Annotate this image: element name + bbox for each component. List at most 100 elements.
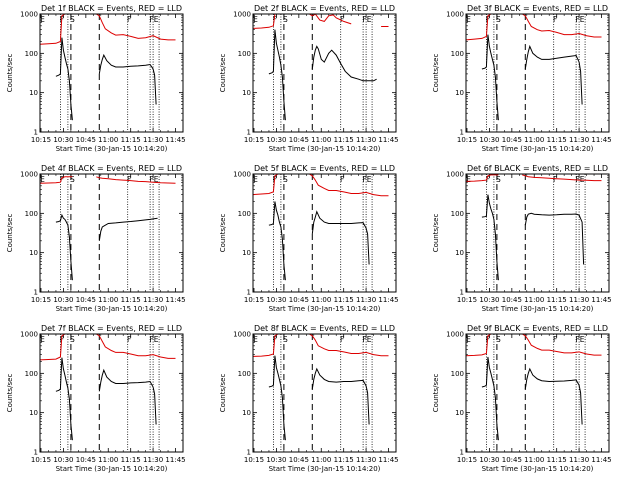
panel-det-2: Det 2f BLACK = Events, RED = LLD Counts/s… [219,4,399,153]
y-tick-label: 100 [451,210,464,218]
flag-label-F: F [575,335,579,344]
flag-label-F: F [340,335,344,344]
events-series-line [311,367,370,425]
panel-title: Det 9f BLACK = Events, RED = LLD [467,324,608,333]
y-tick-label: 100 [238,50,251,58]
x-tick-label: 10:30 [266,456,286,464]
x-tick-label: 11:45 [591,136,611,144]
y-tick-label: 1 [247,449,251,457]
x-tick-label: 10:30 [53,136,73,144]
x-tick-label: 10:30 [53,456,73,464]
y-tick-label: 1000 [233,171,251,179]
flag-label-E: E [40,175,45,184]
lld-series-line [253,174,286,196]
series-group [466,174,602,281]
flag-label-S: S [70,335,75,344]
lld-series-line [309,14,352,25]
events-series-line [268,29,286,121]
events-series-line [311,210,370,265]
series-group [40,176,176,281]
panel-title: Det 6f BLACK = Events, RED = LLD [467,164,608,173]
flag-label-F: F [362,175,366,184]
lld-series-line [40,14,73,45]
series-group [40,334,176,441]
x-tick-label: 10:30 [266,136,286,144]
flag-label-E: E [253,175,258,184]
lld-series-line [253,14,276,29]
flag-label-S: S [283,335,288,344]
x-tick-label: 10:15 [31,296,51,304]
x-tick-label: 11:30 [569,456,589,464]
panel-title: Det 7f BLACK = Events, RED = LLD [41,324,182,333]
series-group [466,334,602,441]
x-tick-label: 11:30 [569,296,589,304]
x-tick-label: 10:30 [53,296,73,304]
x-tick-label: 10:45 [76,136,96,144]
y-tick-label: 10 [242,249,251,257]
plot-frame [252,333,397,453]
x-tick-label: 11:15 [121,296,141,304]
flag-label-S: S [70,15,75,24]
y-tick-label: 100 [238,370,251,378]
x-tick-label: 11:45 [378,456,398,464]
x-tick-label: 10:30 [479,296,499,304]
lld-series-line [522,174,602,182]
x-tick-label: 11:45 [378,296,398,304]
flag-label-F: F [127,175,131,184]
y-tick-label: 1000 [446,331,464,339]
y-axis-label: Counts/sec [6,374,14,413]
y-tick-label: 10 [455,89,464,97]
x-tick-label: 11:15 [334,296,354,304]
x-tick-label: 10:15 [244,296,264,304]
flag-label-S: S [496,335,501,344]
x-axis-label: Start Time (30-Jan-15 10:14:20) [269,145,381,153]
lld-series-line [466,334,499,357]
panel-det-6: Det 6f BLACK = Events, RED = LLD Counts/s… [432,164,612,313]
events-series-line [481,34,499,121]
x-tick-label: 10:15 [457,136,477,144]
x-tick-label: 10:30 [479,456,499,464]
series-group [40,14,176,121]
y-axis-label: Counts/sec [6,214,14,253]
x-tick-label: 11:15 [547,456,567,464]
x-tick-label: 10:30 [479,136,499,144]
lld-series-line [96,14,176,41]
lld-series-line [253,334,286,357]
x-tick-label: 10:45 [289,296,309,304]
y-tick-label: 1 [247,129,251,137]
plot-frame [465,13,610,133]
y-tick-label: 1000 [233,11,251,19]
x-tick-label: 11:00 [311,296,331,304]
x-tick-label: 11:00 [98,456,118,464]
x-tick-label: 11:30 [356,136,376,144]
y-tick-label: 10 [29,409,38,417]
x-axis-label: Start Time (30-Jan-15 10:14:20) [56,145,168,153]
flag-label-F: F [340,175,344,184]
x-tick-label: 11:30 [356,456,376,464]
events-series-line [481,356,499,441]
lld-series-line [309,334,389,357]
y-tick-label: 100 [25,370,38,378]
y-tick-label: 1 [34,129,38,137]
y-tick-label: 10 [242,89,251,97]
plot-frame [252,173,397,293]
x-tick-label: 11:45 [165,296,185,304]
flag-label-F: F [149,335,153,344]
y-tick-label: 1 [460,449,464,457]
panel-title: Det 4f BLACK = Events, RED = LLD [41,164,182,173]
series-group [253,174,389,281]
events-series-line [524,367,583,425]
flag-label-E: E [253,335,258,344]
plot-frame [252,13,397,133]
flag-label-F: F [60,175,64,184]
flag-label-F: F [273,15,277,24]
panel-det-1: Det 1f BLACK = Events, RED = LLD Counts/s… [6,4,186,153]
x-tick-label: 10:15 [31,136,51,144]
flag-label-F: F [362,335,366,344]
panel-det-8: Det 8f BLACK = Events, RED = LLD Counts/s… [219,324,399,473]
x-tick-label: 11:00 [524,296,544,304]
x-tick-label: 10:15 [457,296,477,304]
plot-frame [465,333,610,453]
y-tick-label: 1000 [446,171,464,179]
